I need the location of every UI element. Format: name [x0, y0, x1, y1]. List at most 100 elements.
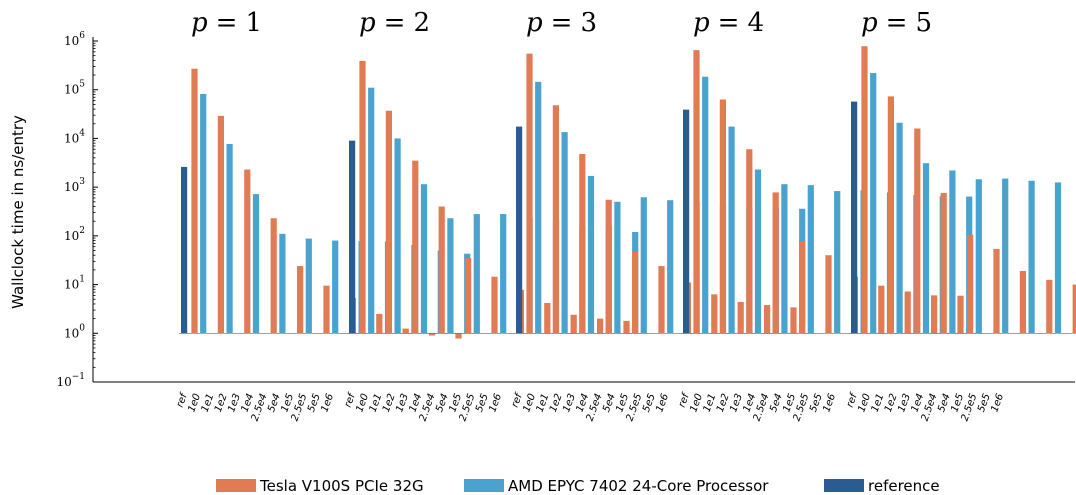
bar-gpu [914, 128, 921, 334]
bar-gpu [491, 276, 498, 334]
bar-cpu [975, 179, 982, 334]
bar-gpu [623, 320, 630, 334]
bar-gpu [719, 99, 726, 334]
bar-cpu [1002, 178, 1009, 334]
bar-cpu [702, 76, 709, 334]
bar-reference [851, 101, 858, 334]
x-tick-label: ref [343, 391, 359, 409]
bar-cpu [781, 184, 788, 334]
bar-gpu [940, 192, 947, 334]
bar-cpu [252, 194, 260, 334]
legend-label: reference [868, 477, 940, 495]
bar-cpu [896, 122, 903, 334]
bar-gpu [376, 313, 383, 334]
bar-gpu [297, 266, 304, 334]
bar-gpu [429, 333, 436, 336]
bar-gpu [825, 255, 832, 334]
bar-gpu [693, 50, 700, 334]
bar-gpu [658, 266, 665, 334]
bars [179, 46, 1076, 339]
bar-gpu [385, 110, 392, 334]
bar-cpu [1028, 180, 1035, 334]
bar-gpu [402, 328, 409, 334]
bar-cpu [332, 240, 339, 334]
y-tick-label: 102 [64, 226, 85, 243]
bar-cpu [614, 201, 621, 334]
bar-cpu [447, 218, 454, 334]
x-tick-label: ref [510, 391, 526, 409]
x-tick-label: 1e6 [821, 392, 838, 414]
x-axis-labels: ref1e01e11e21e31e42.5e45e41e52.5e55e51e6… [175, 391, 1006, 423]
bar-gpu [790, 307, 797, 334]
bar-gpu [570, 314, 577, 334]
y-tick-label: 103 [64, 177, 85, 194]
bar-gpu [244, 169, 251, 334]
y-tick-label: 101 [64, 275, 85, 292]
bar-gpu [711, 294, 718, 334]
bar-cpu [561, 132, 568, 334]
legend: Tesla V100S PCIe 32G AMD EPYC 7402 24-Cor… [216, 477, 940, 495]
bar-gpu [412, 160, 419, 334]
y-axis-label: Wallclock time in ns/entry [9, 115, 27, 309]
legend-swatch [464, 479, 504, 492]
panel-titles: p = 1 p = 2 p = 3 p = 4 p = 5 [191, 8, 932, 38]
bar-cpu [807, 185, 814, 334]
legend-label: Tesla V100S PCIe 32G [259, 477, 424, 495]
bar-reference [181, 166, 188, 334]
bar-gpu [1046, 279, 1053, 334]
bar-cpu [226, 143, 233, 334]
bar-gpu [861, 46, 868, 334]
bar-reference [349, 140, 356, 334]
bar-gpu [772, 192, 779, 334]
bar-gpu [931, 295, 938, 334]
bar-cpu [279, 233, 286, 334]
y-tick-label: 10−1 [56, 372, 85, 389]
panel-title: p = 3 [526, 8, 597, 38]
bar-cpu [640, 197, 647, 334]
bar-gpu [579, 153, 586, 334]
bar-gpu [764, 305, 771, 334]
bar-gpu [605, 199, 612, 334]
x-tick-label: 1e6 [989, 392, 1006, 414]
bar-gpu [957, 295, 964, 334]
bar-cpu [834, 191, 841, 334]
y-tick-label: 106 [64, 31, 85, 48]
bar-cpu [949, 170, 956, 334]
bar-gpu [799, 241, 806, 334]
bar-cpu [587, 175, 595, 334]
bar-gpu [465, 258, 472, 334]
bar-gpu [544, 302, 551, 334]
bar-gpu [887, 96, 894, 334]
legend-swatch [824, 479, 864, 492]
x-tick-label: 1e6 [319, 392, 336, 414]
bar-gpu [455, 333, 462, 339]
x-tick-label: 1e6 [487, 392, 504, 414]
panel-title: p = 2 [359, 8, 430, 38]
bar-gpu [993, 248, 1000, 334]
bar-gpu [1072, 284, 1076, 334]
bar-gpu [746, 149, 753, 334]
panel-title: p = 1 [191, 8, 262, 38]
bar-cpu [368, 87, 375, 334]
bar-gpu [967, 234, 974, 334]
x-tick-label: ref [175, 391, 191, 409]
bar-gpu [191, 68, 198, 334]
bar-cpu [200, 93, 207, 334]
bar-gpu [359, 60, 366, 334]
bar-reference [683, 109, 690, 334]
bar-gpu [270, 218, 277, 334]
legend-label: AMD EPYC 7402 24-Core Processor [508, 477, 769, 495]
bar-gpu [632, 251, 639, 334]
bar-gpu [1019, 270, 1026, 334]
bar-gpu [597, 318, 604, 334]
bar-gpu [323, 285, 330, 334]
bar-cpu [754, 169, 762, 334]
bar-gpu [904, 291, 911, 334]
bar-cpu [728, 126, 735, 334]
bar-gpu [552, 105, 559, 334]
y-axis: 10−1 100 101 102 103 104 105 106 [56, 31, 1075, 389]
bar-cpu [305, 238, 312, 334]
y-tick-label: 104 [64, 128, 85, 145]
bar-cpu [473, 214, 480, 334]
